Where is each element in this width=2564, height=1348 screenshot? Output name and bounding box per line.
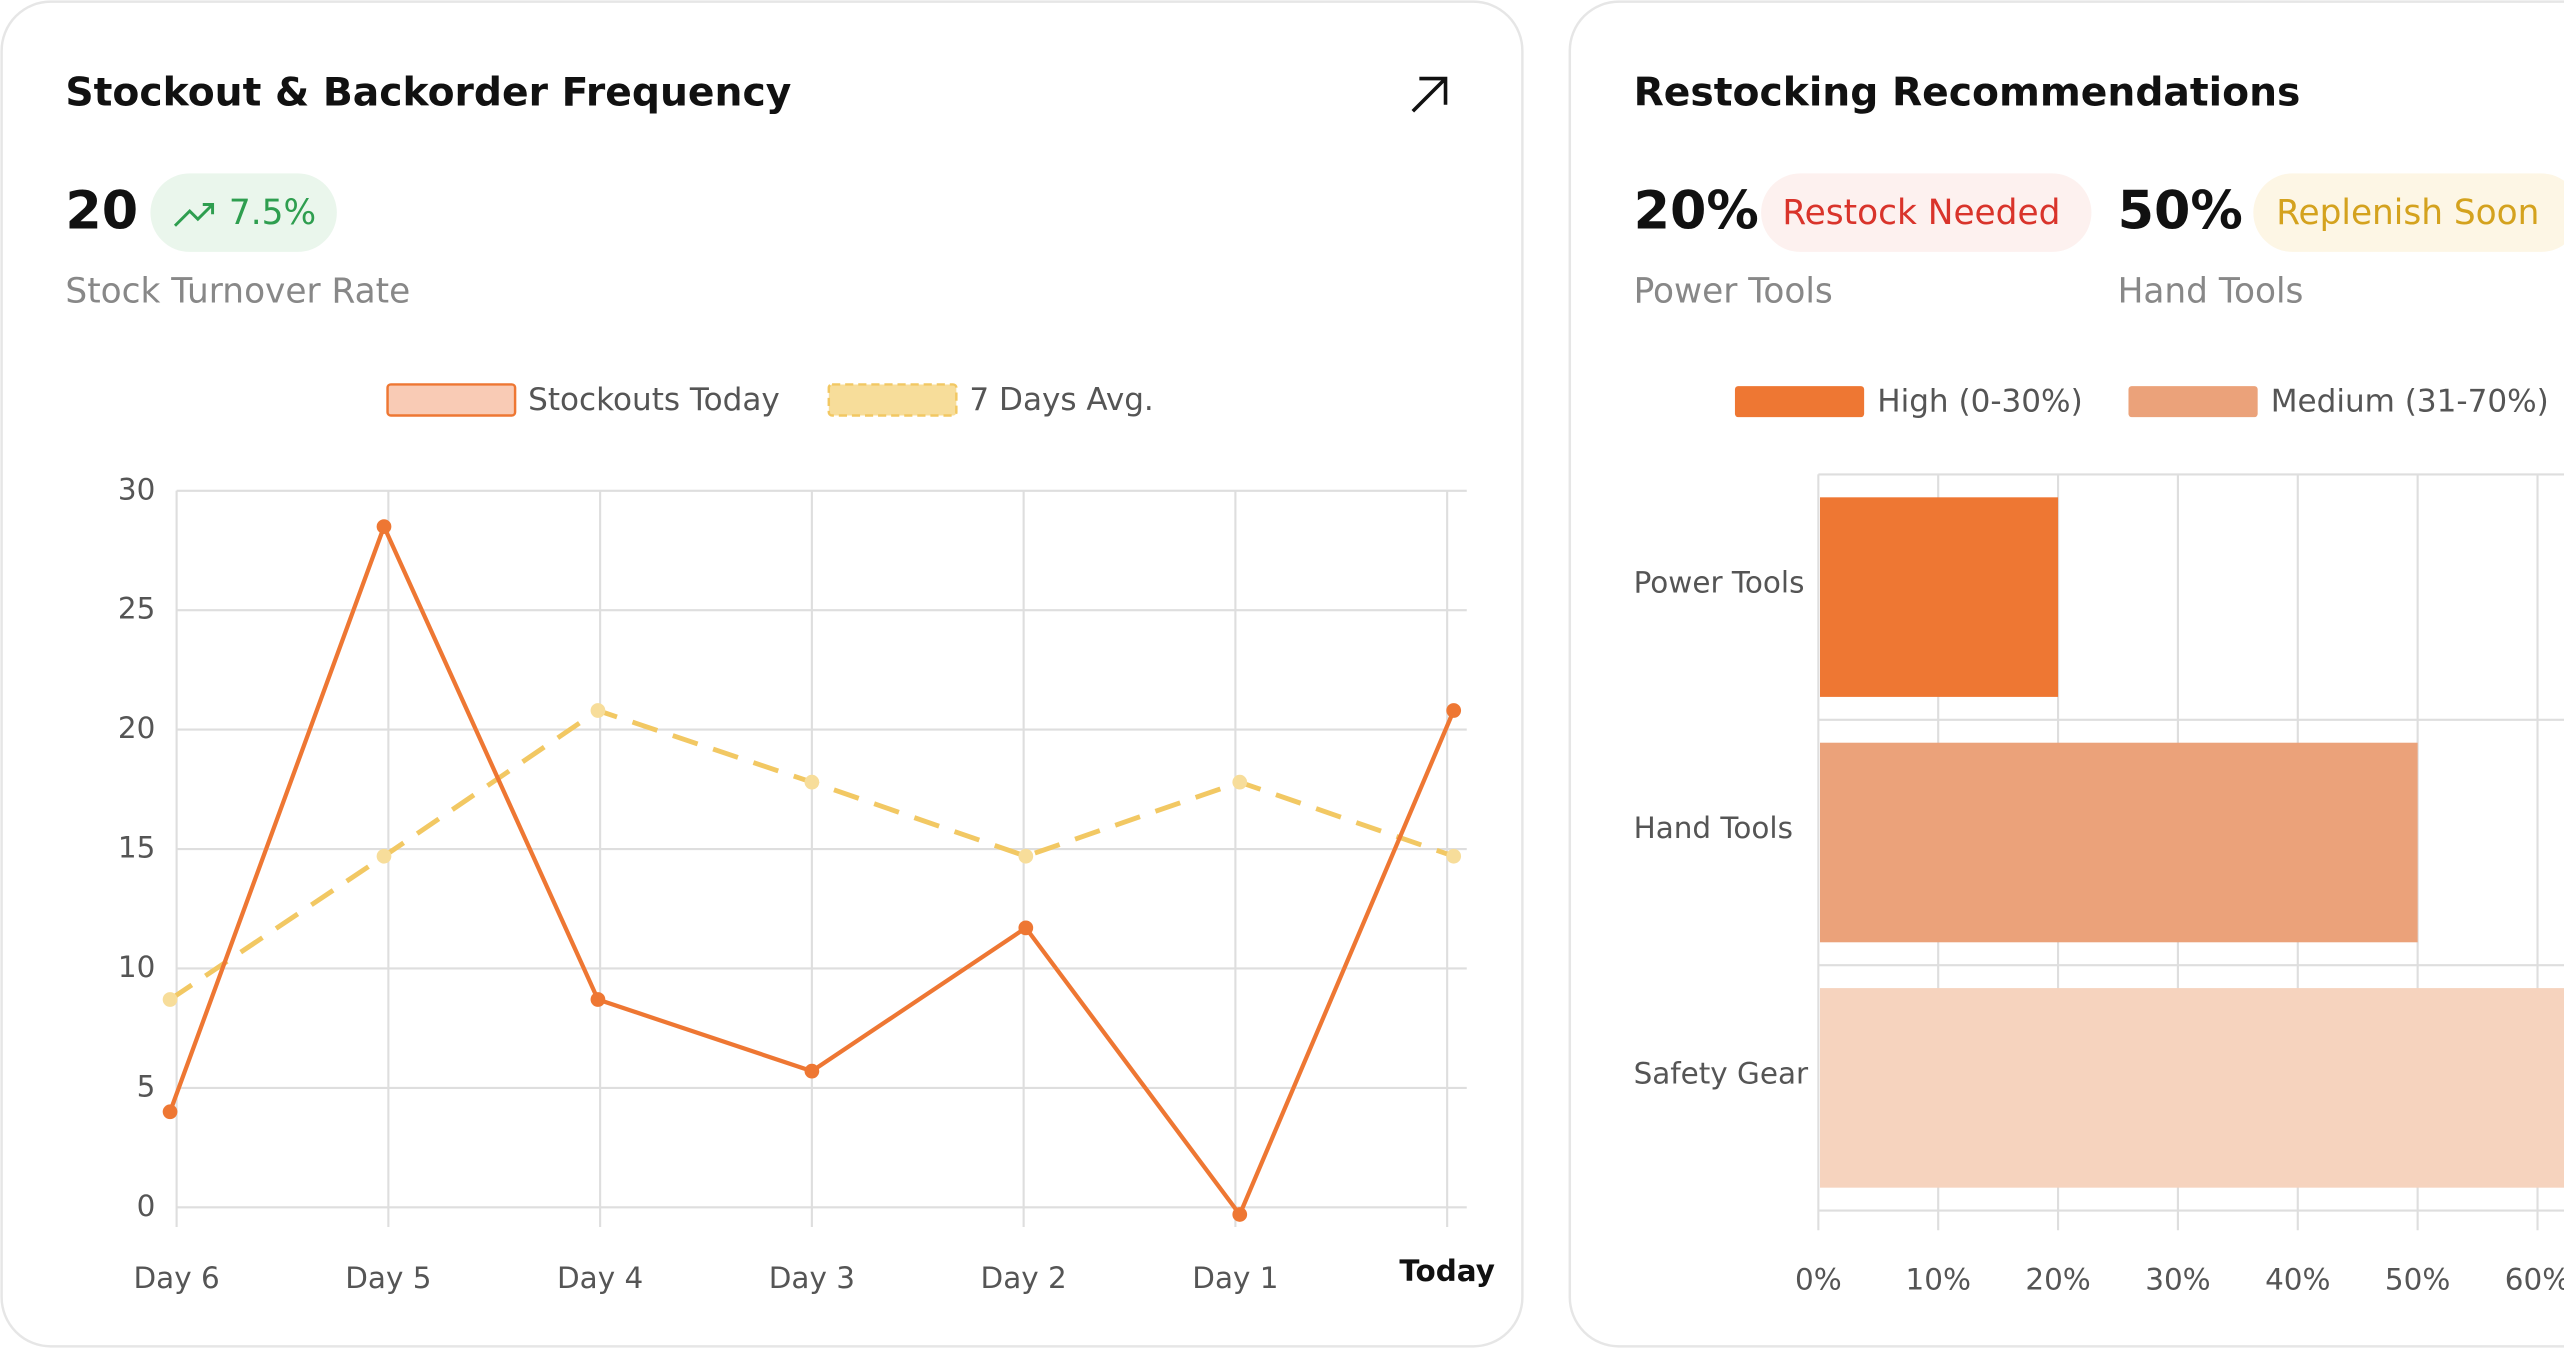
data-point xyxy=(162,992,178,1007)
legend-swatch xyxy=(386,383,517,417)
y-tick-label: Power Tools xyxy=(1634,566,1805,600)
x-tick-label: 20% xyxy=(2025,1262,2090,1296)
x-tick-label: 30% xyxy=(2145,1262,2210,1296)
data-point xyxy=(1018,920,1034,936)
badge-text: 7.5% xyxy=(229,193,316,233)
x-tick-label: Day 2 xyxy=(981,1261,1067,1295)
bar xyxy=(1819,742,2418,943)
x-tick-label: 60% xyxy=(2505,1262,2564,1296)
kpi-value: 20 xyxy=(65,180,138,241)
legend-label: High (0-30%) xyxy=(1877,383,2082,419)
legend-swatch xyxy=(2128,386,2258,418)
data-point xyxy=(376,848,392,864)
x-tick-label: Day 4 xyxy=(557,1261,643,1295)
y-tick-label: 15 xyxy=(118,831,155,865)
card xyxy=(0,0,1524,1348)
x-tick-label: 0% xyxy=(1795,1262,1842,1296)
bar xyxy=(1819,988,2564,1188)
trend-icon xyxy=(173,203,215,227)
y-tick-label: 0 xyxy=(137,1189,156,1223)
y-tick-label: 20 xyxy=(118,711,155,745)
data-point xyxy=(376,519,392,534)
card-title: Restocking Recommendations xyxy=(1634,70,2301,115)
badge xyxy=(1761,173,2092,252)
data-point xyxy=(590,992,606,1007)
expand-icon[interactable] xyxy=(1411,76,1448,113)
kpi-caption: Stock Turnover Rate xyxy=(65,271,410,311)
data-point xyxy=(162,1104,178,1120)
y-tick-label: 10 xyxy=(118,950,155,984)
kpi-caption: Hand Tools xyxy=(2118,271,2304,311)
y-tick-label: Safety Gear xyxy=(1634,1056,1809,1090)
badge xyxy=(150,173,337,252)
x-tick-label: Day 6 xyxy=(134,1261,220,1295)
legend-label: Stockouts Today xyxy=(528,382,780,418)
badge-text: Restock Needed xyxy=(1782,193,2060,233)
kpi-value: 50% xyxy=(2118,180,2243,241)
x-tick-label: 50% xyxy=(2385,1262,2450,1296)
data-point xyxy=(804,1063,820,1079)
data-point xyxy=(1446,848,1462,864)
data-point xyxy=(1018,848,1034,864)
data-point xyxy=(1232,774,1248,790)
x-tick-label: Day 5 xyxy=(345,1261,431,1295)
badge xyxy=(2253,173,2564,252)
y-tick-label: 5 xyxy=(137,1069,156,1103)
legend-swatch xyxy=(1734,386,1865,418)
x-tick-label: Today xyxy=(1399,1254,1495,1288)
data-point xyxy=(1446,703,1462,718)
legend-swatch xyxy=(827,383,958,417)
legend-label: Medium (31-70%) xyxy=(2271,383,2549,419)
data-point xyxy=(804,774,820,790)
legend-label: 7 Days Avg. xyxy=(969,382,1153,418)
x-tick-label: 10% xyxy=(1905,1262,1970,1296)
y-tick-label: 30 xyxy=(118,472,155,506)
data-point xyxy=(1232,1207,1248,1222)
data-point xyxy=(590,703,606,718)
kpi-caption: Power Tools xyxy=(1634,271,1833,311)
y-tick-label: Hand Tools xyxy=(1634,811,1793,845)
card-title: Stockout & Backorder Frequency xyxy=(65,70,791,115)
kpi-value: 20% xyxy=(1634,180,1759,241)
x-tick-label: 40% xyxy=(2265,1262,2330,1296)
badge-text: Replenish Soon xyxy=(2276,193,2539,233)
bar xyxy=(1819,497,2059,697)
y-tick-label: 25 xyxy=(118,592,155,626)
x-tick-label: Day 3 xyxy=(769,1261,855,1295)
x-tick-label: Day 1 xyxy=(1192,1261,1278,1295)
